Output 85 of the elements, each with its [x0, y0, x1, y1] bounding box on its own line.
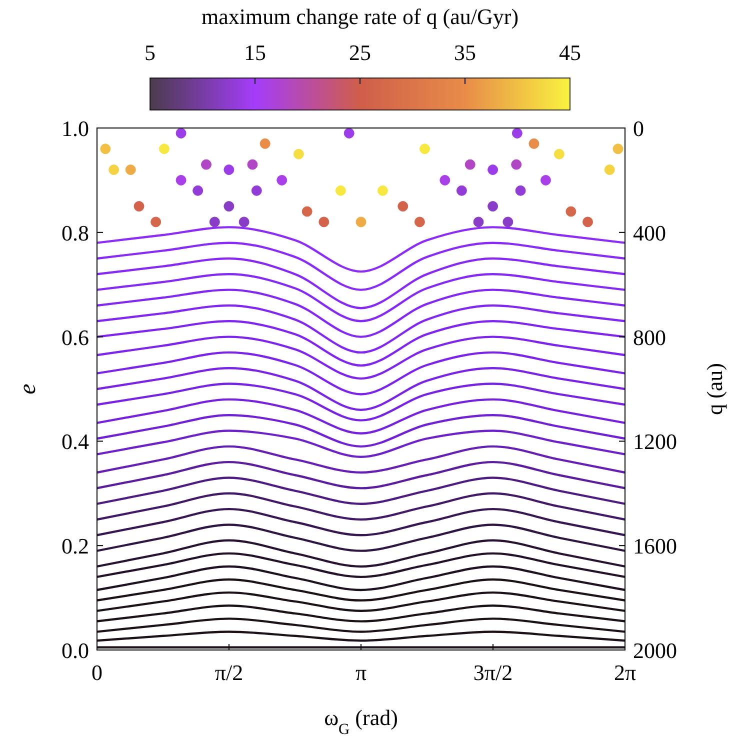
point — [456, 185, 467, 196]
y2-tick-label: 400 — [633, 220, 666, 246]
point — [440, 174, 450, 186]
x-tick-label: 3π/2 — [473, 660, 513, 685]
y-tick-label: 0.4 — [62, 429, 89, 454]
point — [150, 216, 162, 228]
y2-tick-label: 800 — [633, 324, 666, 350]
x-tick-label: π/2 — [214, 660, 244, 685]
y2-tick-label: 0 — [633, 116, 644, 141]
line-series — [97, 382, 625, 422]
y2-tick-label: 1600 — [633, 534, 677, 559]
color-bar-label: 35 — [454, 40, 476, 65]
y-tick-label: 0.8 — [62, 220, 89, 246]
line-series — [97, 320, 625, 367]
point — [224, 164, 234, 176]
point — [540, 174, 551, 186]
line-series — [97, 257, 625, 310]
point — [488, 201, 498, 212]
y2-tick-label: 1200 — [633, 429, 677, 454]
y-tick-label: 0.6 — [62, 324, 89, 350]
point — [473, 216, 484, 228]
color-bar-title: maximum change rate of q (au/Gyr) — [201, 4, 519, 29]
point — [464, 159, 476, 170]
point — [604, 164, 615, 176]
point — [224, 201, 234, 212]
x-tick-label: 2π — [614, 660, 636, 685]
point — [335, 185, 346, 196]
point — [192, 185, 204, 196]
point — [238, 216, 250, 228]
point — [209, 216, 220, 228]
y-tick-label: 0.2 — [62, 534, 89, 559]
y2-axis-title: q (au) — [702, 363, 727, 415]
line-series — [97, 367, 625, 411]
point — [318, 216, 330, 228]
point — [251, 185, 262, 196]
point — [566, 206, 576, 217]
point — [200, 159, 212, 170]
point — [582, 216, 594, 228]
point — [293, 148, 304, 160]
y-tick-label: 1.0 — [62, 116, 89, 141]
color-bar-label: 25 — [349, 40, 371, 65]
line-series — [97, 351, 625, 396]
color-bar-label: 45 — [559, 40, 581, 65]
point — [247, 159, 258, 170]
y-axis-title: e — [15, 383, 41, 394]
point — [515, 185, 526, 196]
line-series — [97, 414, 625, 448]
point — [134, 201, 144, 212]
line-series — [97, 242, 625, 291]
point — [488, 164, 498, 176]
point — [158, 144, 170, 154]
point — [356, 216, 366, 228]
point — [108, 164, 120, 176]
x-tick-label: π — [355, 660, 367, 685]
point — [176, 128, 186, 138]
y-tick-label: 0.0 — [62, 638, 89, 663]
x-tick-label: 0 — [92, 660, 102, 685]
point — [377, 185, 388, 196]
line-series — [97, 398, 625, 434]
line-series — [97, 304, 625, 354]
point — [100, 144, 111, 154]
point — [511, 159, 522, 170]
point — [528, 138, 540, 149]
line-series — [97, 430, 625, 458]
line-series — [97, 336, 625, 380]
line-series — [97, 288, 625, 338]
point — [612, 144, 624, 154]
point — [344, 128, 354, 138]
color-bar-label: 5 — [144, 40, 156, 65]
point — [176, 174, 186, 186]
point — [512, 128, 522, 138]
point — [502, 216, 514, 228]
y2-tick-label: 2000 — [633, 638, 677, 663]
color-bar-label: 15 — [244, 40, 266, 65]
x-axis-title: ω$_{G}$ (rad) — [324, 705, 398, 738]
point — [125, 164, 136, 176]
point — [414, 216, 425, 228]
point — [276, 174, 288, 186]
line-series — [97, 273, 625, 322]
point — [260, 138, 270, 149]
point — [419, 144, 430, 154]
point — [554, 148, 564, 160]
point — [302, 206, 312, 217]
point — [398, 201, 408, 212]
line-series — [97, 226, 625, 273]
